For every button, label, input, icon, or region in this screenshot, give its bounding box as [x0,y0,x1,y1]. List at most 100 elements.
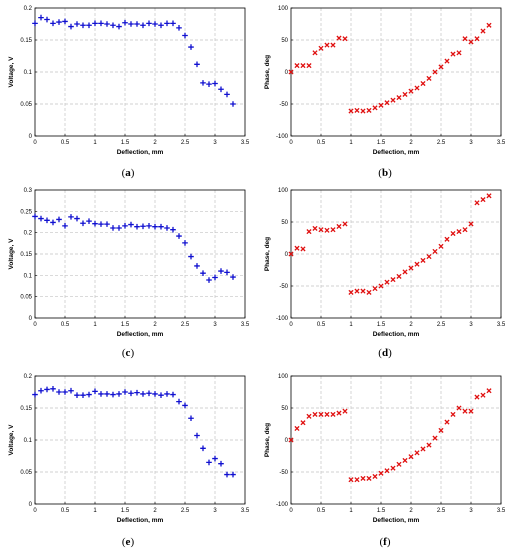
data-point [432,69,438,75]
data-point [170,20,176,27]
data-point [122,223,128,229]
x-tick-label: 1 [93,140,97,146]
data-point [426,254,432,260]
data-point [354,477,360,483]
y-tick-label: 0 [29,502,33,508]
data-point [218,268,224,274]
y-tick-label: 0 [285,70,289,76]
data-point [62,223,68,229]
data-point [188,44,194,50]
data-point [206,81,212,87]
caption-letter: e [126,536,131,548]
data-point [402,269,408,275]
caption-close-paren: ) [388,347,392,359]
data-point [402,91,408,97]
x-tick-label: 3 [469,508,473,514]
y-tick-label: 0.1 [24,438,33,444]
data-point [474,394,480,400]
data-point [50,20,56,27]
data-point [146,390,152,397]
data-point [230,471,236,478]
plot-frame [34,375,246,505]
data-point [294,425,300,432]
y-tick-label: 0.3 [24,188,33,194]
data-point [456,50,462,56]
data-point [122,19,128,26]
data-point [318,411,324,417]
data-point [444,58,450,64]
data-point [68,387,74,394]
data-point [360,108,366,114]
data-point [432,248,438,254]
data-point [378,283,384,289]
data-point [462,227,468,233]
data-point [224,91,230,98]
y-axis-label: Phase, deg [264,237,271,271]
x-tick-label: 1.5 [121,322,130,328]
x-tick-label: 1 [93,508,97,514]
data-point [330,42,336,48]
y-tick-label: -100 [276,316,289,322]
data-point [80,220,86,227]
y-tick-label: 0.1 [24,273,33,279]
data-point [128,390,134,397]
x-tick-label: 1 [349,140,353,146]
data-point [420,80,426,87]
y-tick-label: 0.15 [20,406,32,412]
data-point [342,36,348,42]
plot-frame [34,7,246,137]
data-point [110,225,116,231]
data-point [224,269,230,276]
chart-panel-f: 0 0.5 1 1.5 2 2.5 3 3.5 -100 -50 0 50 100 Deflection,… [264,374,506,548]
data-point [474,36,480,42]
caption-letter: b [382,167,388,179]
data-point [480,197,486,203]
y-tick-label: 0.15 [20,252,32,258]
data-point [384,279,390,285]
data-point [438,427,444,433]
y-axis-label: Phase, deg [264,423,271,457]
x-tick-label: 2 [409,508,413,514]
x-tick-label: 2.5 [437,508,446,514]
panel-caption: (b) [378,167,392,179]
plot-frame [34,189,246,319]
data-point [170,226,176,233]
data-point [182,32,188,39]
data-point [56,19,62,25]
data-point [68,23,74,30]
data-point [206,459,212,466]
data-point [372,105,378,111]
x-tick-label: 3.5 [241,508,250,514]
x-tick-label: 2.5 [437,322,446,328]
data-point [110,391,116,398]
data-point [170,391,176,398]
x-tick-label: 3 [469,322,473,328]
data-point [366,475,372,481]
y-tick-label: 50 [281,220,288,226]
data-point [324,227,330,233]
data-point [348,289,354,295]
data-point [92,20,98,27]
panel-caption: (e) [122,536,135,548]
data-point [140,391,146,397]
x-tick-label: 2 [153,140,157,146]
data-point [438,243,444,249]
x-tick-label: 1.5 [377,508,386,514]
data-point [378,470,384,476]
data-point [438,64,444,70]
x-tick-label: 1 [349,322,353,328]
y-tick-label: 0.15 [20,38,32,44]
x-tick-label: 1 [349,508,353,514]
x-tick-label: 1.5 [377,322,386,328]
x-tick-label: 0 [289,508,293,514]
y-tick-label: 0 [285,252,289,258]
data-point [80,392,86,398]
data-point [212,455,218,462]
data-point [152,391,158,397]
data-point [158,22,164,29]
x-tick-label: 2 [153,508,157,514]
data-point [390,465,396,471]
data-point [288,251,294,257]
data-point [420,446,426,452]
